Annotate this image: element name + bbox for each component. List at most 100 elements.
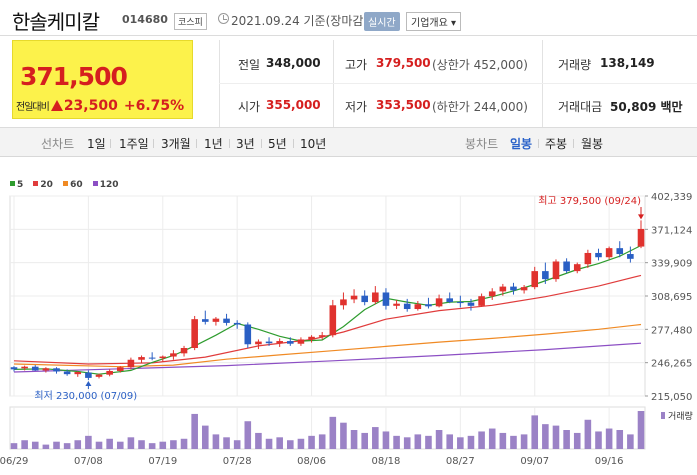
- max-annotation: 최고 379,500 (09/24): [538, 195, 641, 207]
- volume-legend-swatch: [661, 412, 665, 419]
- tab-5year[interactable]: 5년: [268, 137, 287, 151]
- lower-limit: (하한가 244,000): [432, 100, 528, 114]
- volume-bar: [382, 431, 390, 449]
- volume-bar: [457, 437, 464, 449]
- change-rate: +6.75%: [123, 98, 185, 114]
- ma60-line: [13, 323, 642, 368]
- tab-separator: [573, 139, 574, 148]
- volume-bar: [159, 441, 167, 449]
- divider: [0, 127, 697, 128]
- legend-ma120: 120: [92, 180, 119, 190]
- volume-bar: [552, 425, 560, 449]
- realtime-button[interactable]: 실시간: [364, 12, 400, 31]
- legend-label: 5: [17, 180, 24, 190]
- volume-label: 거래량: [668, 410, 693, 422]
- volume-bar: [329, 416, 337, 449]
- candle-body: [393, 303, 400, 306]
- volume-bar: [180, 438, 188, 449]
- volume-bar: [372, 427, 379, 449]
- y-tick-label: 308,695: [651, 292, 692, 303]
- candle-body: [488, 291, 496, 297]
- period-tab-bar: 선차트 1일 1주일 3개월 1년 3년 5년 10년 봉차트 일봉 주봉 월봉: [0, 128, 697, 157]
- volume-bar: [223, 437, 230, 449]
- candle-body: [308, 336, 315, 340]
- volume-bar: [85, 435, 92, 449]
- tab-separator: [293, 139, 294, 148]
- candle-body: [180, 347, 188, 354]
- candle-body: [520, 287, 528, 291]
- volume-bar: [627, 434, 634, 449]
- prev-close-label: 전일: [238, 58, 261, 72]
- tab-weekly-candle[interactable]: 주봉: [545, 137, 568, 151]
- tab-1year[interactable]: 1년: [204, 137, 223, 151]
- volume-bar: [350, 430, 358, 449]
- candle-body: [552, 261, 560, 280]
- candle-body: [127, 359, 135, 368]
- tab-1week[interactable]: 1주일: [119, 137, 149, 151]
- y-tick-label: 339,909: [651, 259, 692, 270]
- candle-body: [531, 271, 539, 288]
- candle-body: [382, 292, 390, 306]
- candle-body: [403, 303, 411, 310]
- stock-code: 014680: [122, 13, 168, 26]
- change-row: 전일대비 23,500 +6.75%: [16, 95, 184, 114]
- ma120-line: [13, 342, 642, 373]
- candle-body: [372, 292, 379, 303]
- candle-body: [510, 286, 517, 291]
- x-tick-label: 09/07: [520, 456, 549, 467]
- volume-bar: [244, 421, 252, 449]
- moving-average-legend: 5 20 60 120: [10, 180, 126, 190]
- tab-separator: [196, 139, 197, 148]
- tab-10year[interactable]: 10년: [300, 137, 327, 151]
- tab-separator: [110, 139, 111, 148]
- candle-body: [265, 341, 273, 344]
- candle-body: [414, 304, 422, 310]
- candle-body: [605, 248, 613, 258]
- legend-ma20: 20: [33, 180, 53, 190]
- open-label: 시가: [238, 100, 261, 114]
- tab-daily-candle[interactable]: 일봉: [510, 137, 533, 151]
- candle-body: [21, 366, 28, 369]
- x-tick-label: 08/06: [297, 456, 326, 467]
- candle-body: [340, 299, 347, 306]
- trade-amount-value: 50,809 백만: [610, 100, 683, 114]
- candle-body: [478, 296, 485, 306]
- current-price-box: 371,500 전일대비 23,500 +6.75%: [12, 40, 193, 119]
- x-tick-label: 07/28: [223, 456, 252, 467]
- base-date: 2021.09.24 기준(장마감): [231, 14, 369, 28]
- candle-body: [446, 298, 454, 303]
- candle-body: [170, 353, 177, 357]
- legend-swatch: [63, 181, 69, 186]
- candle-body: [616, 248, 624, 255]
- candle-body: [255, 341, 262, 345]
- volume-bar: [74, 440, 82, 449]
- candle-body: [244, 324, 252, 345]
- volume-bar: [265, 438, 273, 449]
- volume-bar: [116, 441, 124, 449]
- low-label: 저가: [345, 100, 368, 114]
- tab-monthly-candle[interactable]: 월봉: [581, 137, 604, 151]
- open-value: 355,000: [266, 98, 321, 112]
- candle-body: [457, 302, 464, 304]
- volume-plot-frame: [9, 406, 646, 450]
- low-value: 353,500: [376, 98, 431, 112]
- legend-ma5: 5: [10, 180, 23, 190]
- tab-3year[interactable]: 3년: [236, 137, 255, 151]
- tab-3month[interactable]: 3개월: [161, 137, 191, 151]
- volume-bar: [446, 434, 454, 449]
- volume-bar: [637, 411, 645, 449]
- legend-swatch: [33, 181, 39, 186]
- tab-1day[interactable]: 1일: [87, 137, 106, 151]
- legend-label: 20: [40, 180, 53, 190]
- candle-body: [106, 370, 113, 375]
- volume-bar: [361, 432, 368, 449]
- legend-ma60: 60: [63, 180, 83, 190]
- volume-value: 138,149: [600, 56, 655, 70]
- high-label: 고가: [345, 58, 368, 72]
- prev-close-value: 348,000: [266, 56, 321, 70]
- company-info-button[interactable]: 기업개요 ▾: [406, 12, 461, 31]
- volume-label: 거래량: [558, 58, 592, 72]
- line-chart-caption: 선차트: [41, 137, 75, 151]
- candle-body: [361, 295, 368, 303]
